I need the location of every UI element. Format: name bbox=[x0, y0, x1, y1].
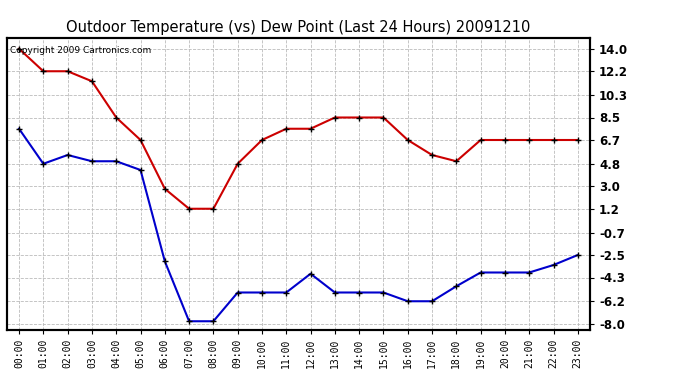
Title: Outdoor Temperature (vs) Dew Point (Last 24 Hours) 20091210: Outdoor Temperature (vs) Dew Point (Last… bbox=[66, 20, 531, 35]
Text: Copyright 2009 Cartronics.com: Copyright 2009 Cartronics.com bbox=[10, 46, 151, 55]
